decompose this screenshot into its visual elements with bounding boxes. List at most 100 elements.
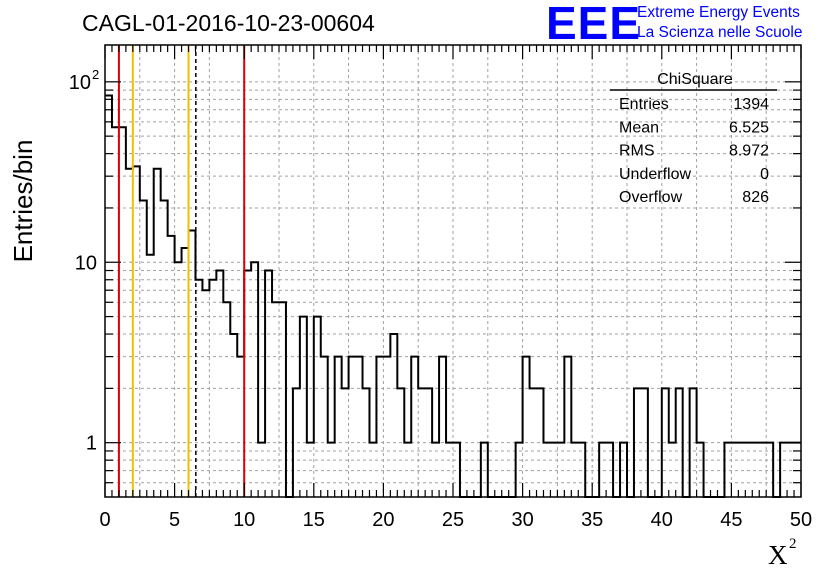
- histogram-bin: [342, 388, 349, 497]
- plot-title: CAGL-01-2016-10-23-00604: [82, 10, 375, 36]
- histogram-bin: [293, 388, 300, 497]
- eee-logo-line1: Extreme Energy Events: [637, 4, 800, 21]
- histogram-bin: [202, 290, 209, 497]
- histogram-bin: [676, 388, 683, 497]
- histogram-bin: [530, 388, 537, 497]
- histogram-bin: [745, 443, 752, 497]
- histogram-bin: [543, 443, 550, 497]
- histogram-bin: [432, 443, 439, 497]
- histogram-bin: [697, 443, 704, 497]
- histogram-bin: [182, 248, 189, 497]
- histogram-bin: [189, 230, 196, 497]
- histogram-bin: [314, 317, 321, 497]
- histogram-bin: [369, 443, 376, 497]
- histogram-bin: [147, 255, 154, 497]
- histogram-bin: [397, 388, 404, 497]
- histogram-bin: [418, 388, 425, 497]
- histogram-layer: [105, 94, 801, 498]
- stats-title: ChiSquare: [657, 71, 733, 88]
- histogram-bin: [787, 443, 794, 497]
- histogram-bin: [237, 357, 244, 497]
- histogram-bin: [446, 443, 453, 497]
- histogram-bin: [780, 443, 787, 497]
- histogram-bin: [759, 443, 766, 497]
- histogram-bin: [724, 443, 731, 497]
- histogram-bin: [161, 200, 168, 497]
- histogram-bin: [244, 271, 251, 497]
- histogram-bin: [251, 262, 258, 497]
- histogram-bin: [766, 443, 773, 497]
- histogram-bin: [216, 271, 223, 497]
- histogram-bin: [564, 357, 571, 497]
- histogram-bin: [112, 127, 119, 497]
- histogram-bin: [620, 443, 627, 497]
- histogram-bin: [550, 443, 557, 497]
- histogram-bin: [133, 166, 140, 497]
- histogram-bin: [411, 357, 418, 497]
- x-tick-label: 5: [169, 509, 180, 531]
- histogram-bin: [223, 302, 230, 497]
- histogram-bin: [140, 200, 147, 497]
- x-axis-label: X: [768, 540, 788, 570]
- histogram-bin: [335, 357, 342, 497]
- histogram-bin: [265, 271, 272, 497]
- histogram-bin: [209, 280, 216, 497]
- histogram-bin: [258, 443, 265, 497]
- x-tick-label: 40: [651, 509, 673, 531]
- histogram-bin: [279, 302, 286, 497]
- histogram-bin: [439, 357, 446, 497]
- histogram-bin: [321, 357, 328, 497]
- histogram-bin: [516, 443, 523, 497]
- histogram-bin: [738, 443, 745, 497]
- y-tick-label: 10: [75, 252, 97, 274]
- x-tick-label: 10: [233, 509, 255, 531]
- eee-logo: EEE: [546, 0, 642, 49]
- x-tick-label: 45: [720, 509, 742, 531]
- histogram-bin: [662, 388, 669, 497]
- histogram-bin: [119, 127, 126, 497]
- x-axis-label-superscript: 2: [789, 536, 797, 552]
- y-axis-label: Entries/bin: [8, 140, 38, 263]
- histogram-bin: [154, 169, 161, 497]
- histogram-bin: [300, 317, 307, 497]
- histogram-bin: [349, 357, 356, 497]
- stats-box: ChiSquare Entries 1394 Mean 6.525 RMS 8.972 Und…: [610, 71, 777, 206]
- y-tick-label-exponent: 2: [92, 67, 99, 82]
- x-tick-label: 25: [442, 509, 464, 531]
- histogram-bin: [272, 302, 279, 497]
- histogram-bin: [126, 169, 133, 497]
- histogram-bin: [669, 443, 676, 497]
- stats-label: Underflow: [619, 166, 691, 183]
- histogram-bin: [557, 443, 564, 497]
- x-tick-label: 30: [511, 509, 533, 531]
- stats-value: 8.972: [729, 143, 769, 160]
- histogram-bin: [481, 443, 488, 497]
- histogram-bin: [390, 334, 397, 497]
- histogram-bin: [363, 388, 370, 497]
- histogram-bin: [383, 357, 390, 497]
- histogram-bin: [641, 388, 648, 497]
- histogram-bin: [453, 443, 460, 497]
- stats-value: 0: [760, 166, 769, 183]
- histogram-bin: [230, 334, 237, 497]
- histogram-bin: [307, 443, 314, 497]
- histogram-bin: [105, 95, 112, 497]
- histogram-bin: [690, 388, 697, 497]
- y-tick-label: 1: [86, 433, 97, 455]
- stats-value: 6.525: [729, 119, 769, 136]
- histogram-bin: [175, 262, 182, 497]
- stats-label: RMS: [619, 143, 655, 160]
- x-tick-label: 0: [99, 509, 110, 531]
- histogram-bin: [634, 388, 641, 497]
- histogram-bin: [571, 443, 578, 497]
- x-tick-label: 50: [790, 509, 812, 531]
- histogram-bin: [537, 388, 544, 497]
- x-tick-label: 15: [303, 509, 325, 531]
- histogram-bin: [328, 443, 335, 497]
- histogram-bin: [356, 357, 363, 497]
- vertical-lines-layer: [117, 45, 246, 497]
- histogram-bin: [425, 388, 432, 497]
- histogram-bin: [578, 443, 585, 497]
- stats-value: 1394: [733, 96, 769, 113]
